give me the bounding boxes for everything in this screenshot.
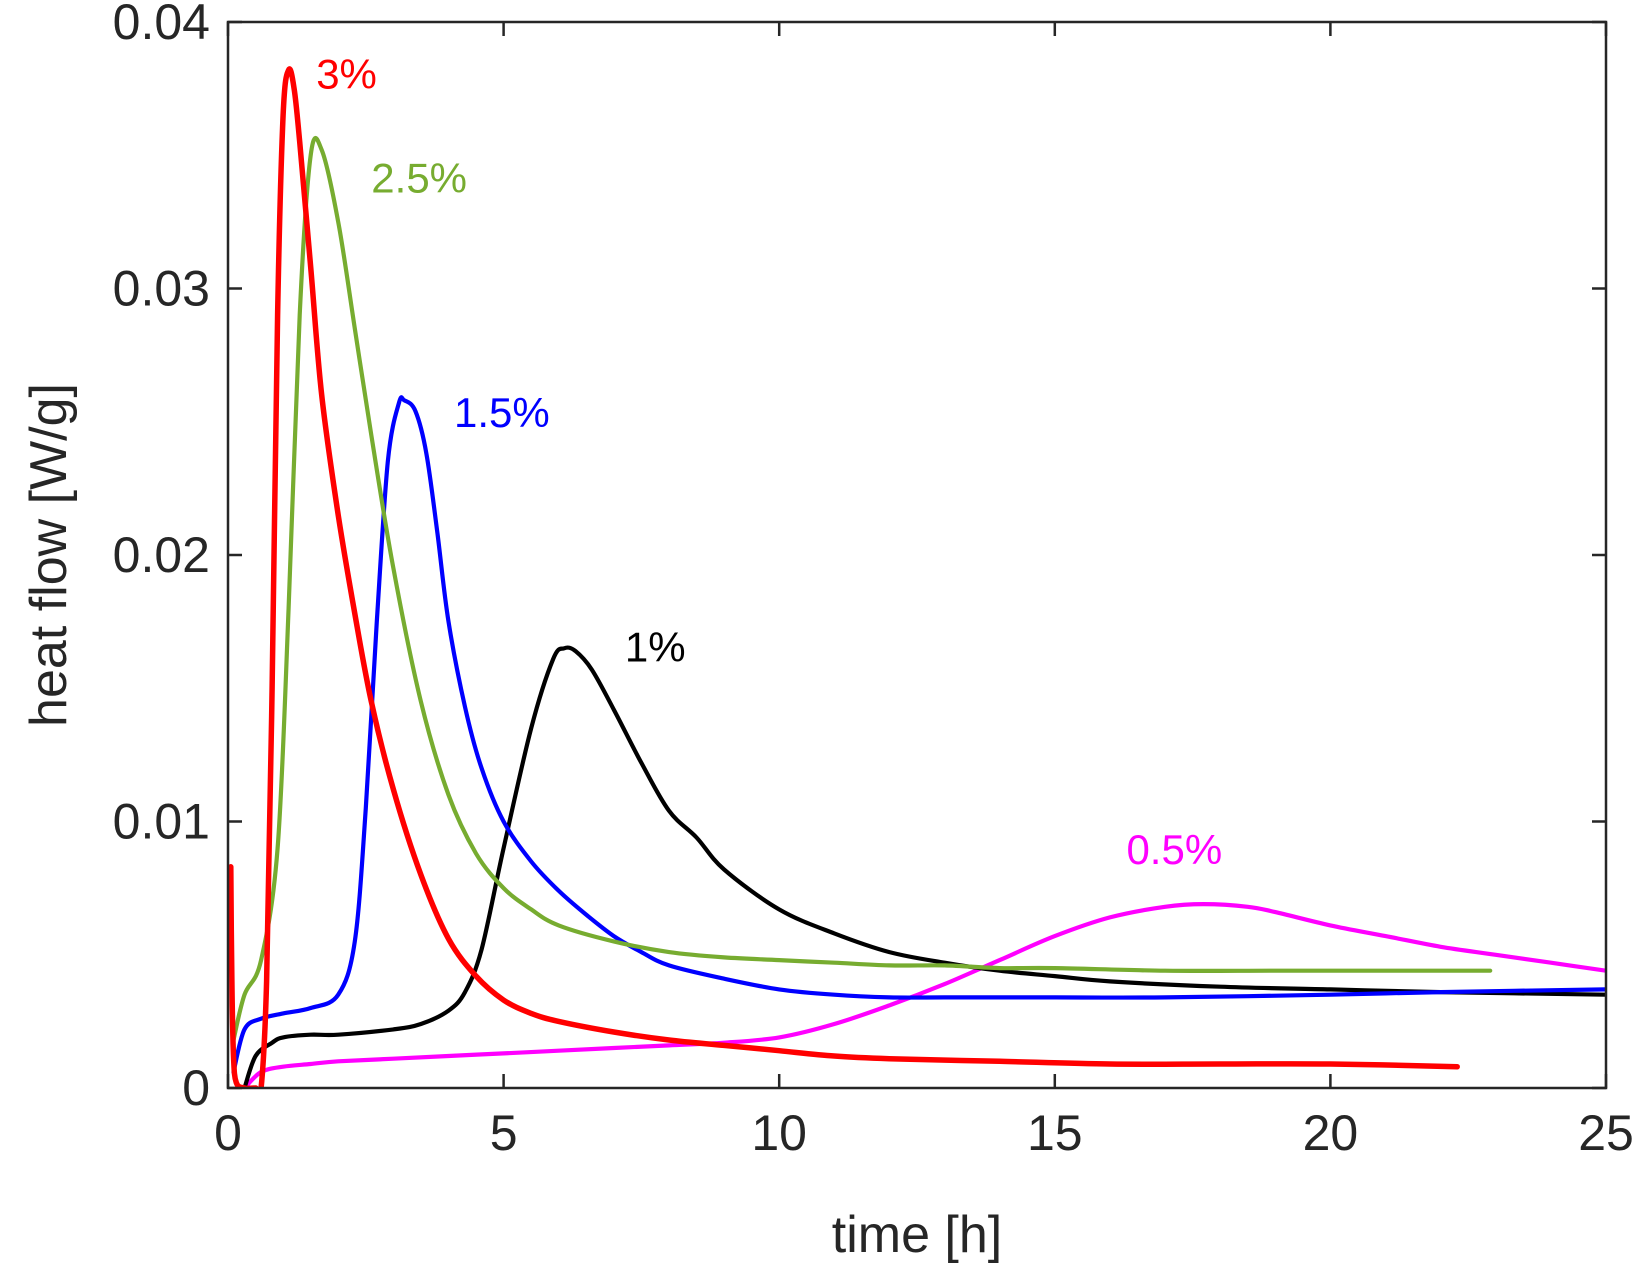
series-line-2-5pct: [231, 135, 1493, 1043]
series-label-1-5pct: 1.5%: [454, 389, 550, 436]
x-tick-label: 20: [1303, 1105, 1359, 1161]
plot-frame: [226, 20, 1608, 1090]
y-tick-label: 0.03: [113, 261, 210, 317]
y-axis-title: heat flow [W/g]: [20, 383, 78, 727]
x-tick-label: 10: [751, 1105, 807, 1161]
series-labels: 0.5% 1% 1.5% 2.5% 3%: [316, 51, 1222, 874]
series-label-3pct: 3%: [316, 51, 377, 98]
x-tick-label: 5: [490, 1105, 518, 1161]
series-line-1pct: [242, 645, 1606, 1088]
y-axis-tick-labels: 0 0.01 0.02 0.03 0.04: [113, 0, 210, 1116]
series-line-0-5pct: [242, 902, 1606, 1088]
series-line-1-5pct: [231, 395, 1606, 1075]
plot-area: [228, 66, 1606, 1088]
y-tick-label: 0.04: [113, 0, 210, 50]
x-tick-label: 25: [1578, 1105, 1634, 1161]
series-line-3pct: [228, 66, 1460, 1088]
series-label-1pct: 1%: [625, 624, 686, 671]
series-label-0-5pct: 0.5%: [1126, 826, 1222, 873]
x-axis-title: time [h]: [832, 1206, 1003, 1264]
series-layer: [228, 66, 1606, 1088]
x-tick-label: 0: [214, 1105, 242, 1161]
x-tick-label: 15: [1027, 1105, 1083, 1161]
y-tick-label: 0: [182, 1060, 210, 1116]
series-label-2-5pct: 2.5%: [371, 155, 467, 202]
y-tick-label: 0.02: [113, 527, 210, 583]
y-tick-label: 0.01: [113, 794, 210, 850]
x-axis-tick-labels: 0 5 10 15 20 25: [214, 1105, 1634, 1161]
